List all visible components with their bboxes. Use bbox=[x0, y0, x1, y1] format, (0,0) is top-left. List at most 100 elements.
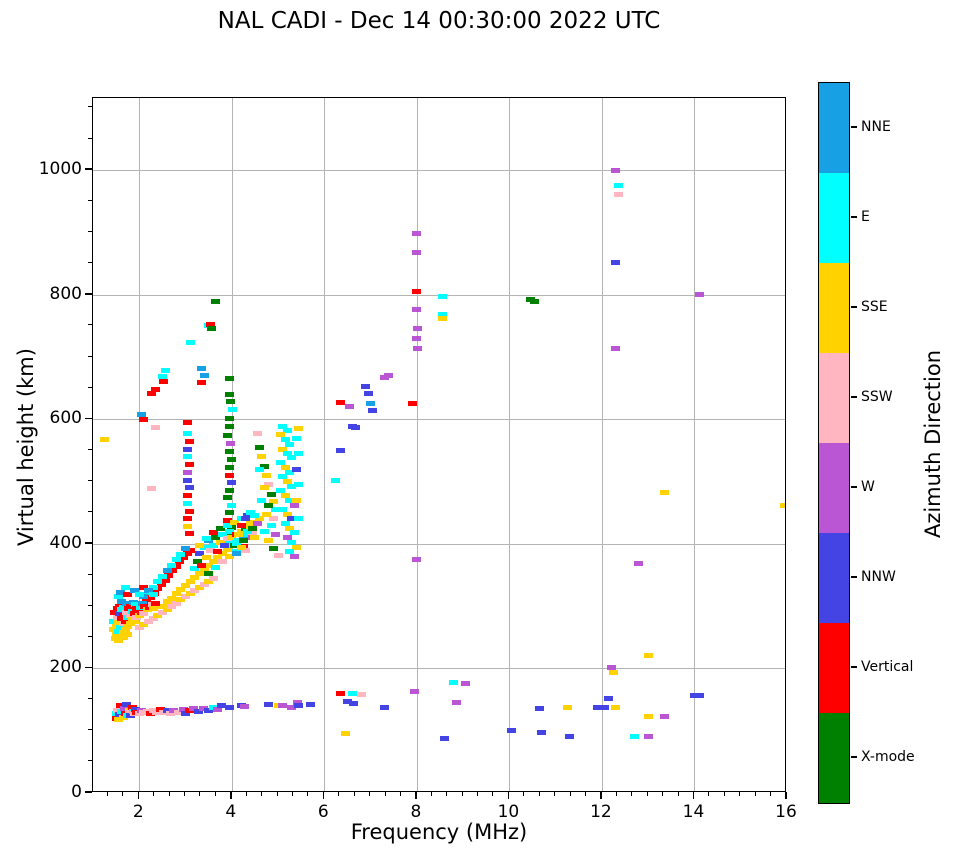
data-point bbox=[266, 491, 276, 497]
x-minor-tick bbox=[492, 792, 494, 796]
data-point bbox=[278, 703, 288, 709]
x-minor-tick bbox=[430, 792, 432, 796]
data-point bbox=[166, 710, 176, 716]
data-point bbox=[184, 531, 194, 537]
x-tick-label: 12 bbox=[590, 802, 612, 822]
data-point bbox=[224, 449, 234, 455]
y-tick-label: 400 bbox=[49, 532, 82, 553]
x-tick-label: 10 bbox=[497, 802, 520, 822]
y-minor-tick bbox=[88, 698, 92, 700]
data-point bbox=[208, 530, 218, 536]
data-point bbox=[287, 540, 297, 546]
y-minor-tick bbox=[88, 106, 92, 108]
data-point bbox=[134, 592, 144, 598]
y-gridline bbox=[93, 668, 785, 670]
data-point bbox=[257, 454, 267, 460]
data-point bbox=[112, 707, 122, 713]
data-point bbox=[201, 555, 211, 561]
x-minor-tick bbox=[770, 792, 772, 796]
data-point bbox=[289, 530, 299, 536]
data-point bbox=[562, 705, 572, 711]
x-minor-tick bbox=[106, 792, 108, 796]
data-point bbox=[224, 553, 234, 559]
data-point bbox=[222, 517, 232, 523]
data-point bbox=[183, 500, 193, 506]
colorbar-tick bbox=[851, 666, 857, 668]
data-point bbox=[224, 532, 234, 538]
data-point bbox=[565, 734, 575, 740]
data-point bbox=[224, 528, 234, 534]
data-point bbox=[120, 627, 130, 633]
colorbar-segment bbox=[819, 713, 849, 803]
colorbar-axis-label: Azimuth Direction bbox=[921, 349, 945, 539]
data-point bbox=[113, 628, 123, 634]
data-point bbox=[130, 619, 140, 625]
data-point bbox=[218, 558, 228, 564]
data-point bbox=[259, 485, 269, 491]
data-point bbox=[120, 618, 130, 624]
x-tick-label: 2 bbox=[132, 802, 144, 822]
data-point bbox=[604, 695, 614, 701]
data-point bbox=[123, 623, 133, 629]
y-tick bbox=[85, 791, 92, 793]
data-point bbox=[197, 563, 207, 569]
x-tick-label: 8 bbox=[410, 802, 422, 822]
data-point bbox=[280, 436, 290, 442]
x-minor-tick bbox=[276, 792, 278, 796]
colorbar-tick-label: NNW bbox=[861, 569, 896, 585]
data-point bbox=[184, 462, 194, 468]
data-point bbox=[236, 522, 246, 528]
data-point bbox=[121, 609, 131, 615]
y-tick bbox=[85, 293, 92, 295]
x-minor-tick bbox=[153, 792, 155, 796]
data-point bbox=[217, 703, 227, 709]
data-point bbox=[287, 704, 297, 710]
data-point bbox=[184, 509, 194, 514]
data-point bbox=[780, 502, 785, 508]
data-point bbox=[285, 497, 295, 503]
data-point bbox=[121, 702, 131, 708]
data-point bbox=[611, 705, 621, 711]
colorbar-tick bbox=[851, 486, 857, 488]
data-point bbox=[185, 579, 195, 585]
data-point bbox=[113, 717, 123, 722]
data-point bbox=[215, 540, 225, 546]
data-point bbox=[236, 544, 246, 550]
data-point bbox=[185, 547, 195, 553]
data-point bbox=[689, 693, 699, 699]
data-point bbox=[234, 532, 244, 538]
data-point bbox=[252, 431, 262, 437]
data-point bbox=[112, 614, 122, 620]
data-point bbox=[126, 603, 136, 609]
data-point bbox=[412, 556, 422, 562]
y-minor-tick bbox=[88, 635, 92, 637]
data-point bbox=[292, 466, 302, 472]
data-point bbox=[282, 511, 292, 517]
data-point bbox=[134, 613, 144, 618]
y-tick bbox=[85, 542, 92, 544]
data-point bbox=[157, 573, 167, 579]
data-point bbox=[248, 525, 258, 531]
data-point bbox=[250, 513, 260, 519]
data-point bbox=[179, 555, 189, 561]
colorbar bbox=[818, 82, 850, 804]
data-point bbox=[437, 315, 447, 321]
data-point bbox=[116, 625, 126, 631]
data-point bbox=[169, 707, 179, 713]
data-point bbox=[144, 588, 154, 594]
x-minor-tick bbox=[754, 792, 756, 796]
data-point bbox=[273, 702, 283, 708]
data-point bbox=[194, 571, 204, 577]
data-point bbox=[143, 607, 153, 613]
x-minor-tick bbox=[461, 792, 463, 796]
data-point bbox=[118, 634, 128, 640]
data-point bbox=[150, 424, 160, 430]
data-point bbox=[250, 535, 260, 541]
x-tick-label: 16 bbox=[775, 802, 797, 822]
data-point bbox=[190, 575, 200, 581]
data-point bbox=[275, 488, 285, 494]
data-point bbox=[611, 346, 621, 352]
data-point bbox=[280, 465, 290, 471]
data-point bbox=[592, 705, 602, 711]
